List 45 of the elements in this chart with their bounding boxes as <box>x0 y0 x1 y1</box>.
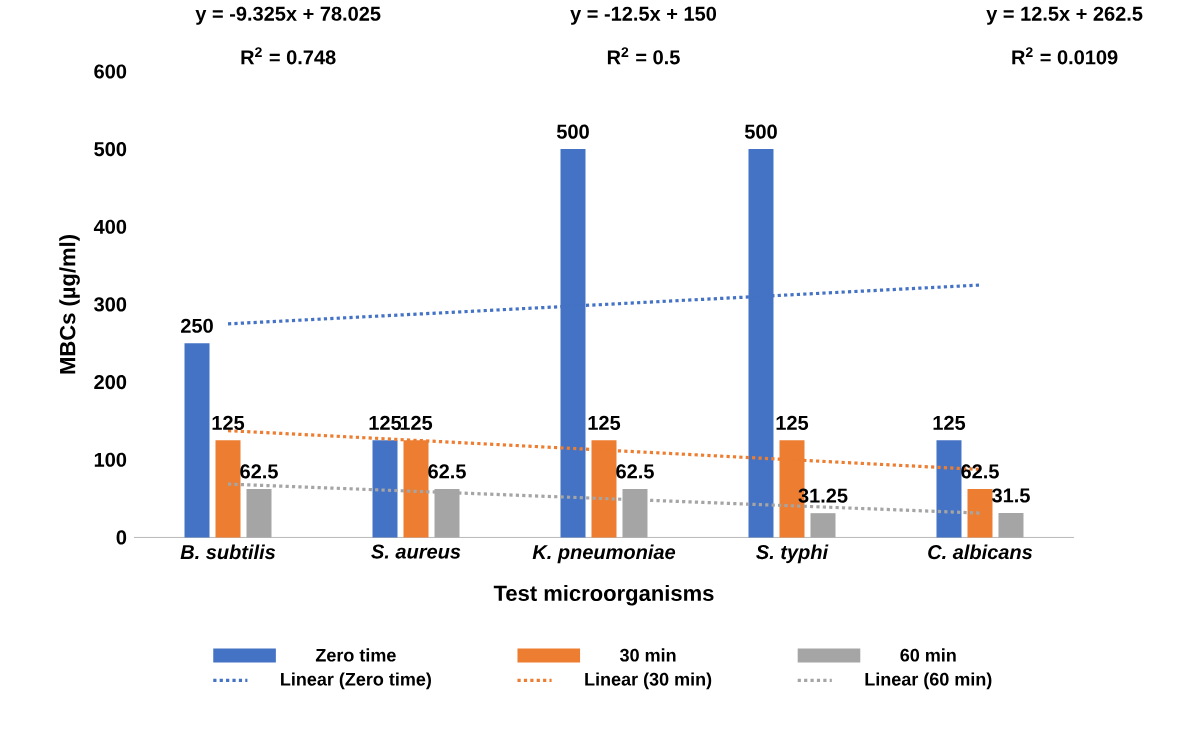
y-tick-label: 100 <box>94 452 127 467</box>
y-tick-label: 0 <box>116 530 127 545</box>
x-axis-title: Test microorganisms <box>493 584 714 606</box>
text: R$^{2}$ = 0.5 <box>607 46 680 65</box>
y-tick-label: 300 <box>94 297 127 312</box>
x-tick-label: S. aureus <box>371 544 461 559</box>
text: R$^{2}$ = 0.0109 <box>1012 46 1118 65</box>
data-label: 125 <box>776 415 809 430</box>
legend-label: Linear (60 min) <box>865 672 992 689</box>
bar <box>936 440 962 538</box>
x-tick-label: S. typhi <box>756 544 829 563</box>
y-tick-label: 200 <box>94 374 127 389</box>
text: R$^{2}$ = 0.748 <box>241 46 336 65</box>
bar <box>967 488 993 538</box>
data-label: 125 <box>588 415 621 430</box>
data-label: 125 <box>933 415 966 430</box>
x-tick-label: C. albicans <box>928 544 1033 559</box>
bar <box>215 440 241 538</box>
legend-label: Zero time <box>315 648 396 662</box>
data-label: 125 <box>400 415 433 430</box>
bar <box>184 343 210 538</box>
data-label: 62.5 <box>240 464 278 479</box>
y-tick-label: 400 <box>93 219 127 234</box>
data-label: 500 <box>744 124 777 139</box>
data-label: 125 <box>369 415 402 430</box>
data-label: 125 <box>212 415 245 430</box>
x-tick-label: K. pneumoniae <box>532 544 676 563</box>
bar <box>372 440 398 538</box>
legend-label: 30 min <box>619 648 676 662</box>
legend-label: Linear (30 min) <box>585 672 712 689</box>
text: y = -12.5x + 150 <box>570 6 717 25</box>
x-tick-label: B. subtilis <box>180 544 276 559</box>
text: y = -9.325x + 78.025 <box>195 6 381 25</box>
data-label: 62.5 <box>428 464 466 479</box>
y-tick-label: 600 <box>94 64 127 79</box>
text: y = 12.5x + 262.5 <box>986 6 1143 25</box>
data-label: 31.5 <box>991 488 1030 503</box>
legend-label: Linear (Zero time) <box>281 672 431 689</box>
data-label: 250 <box>181 318 213 333</box>
data-label: 62.5 <box>961 464 999 479</box>
y-tick-label: 500 <box>94 141 127 156</box>
y-axis-title: MBCs (µg/ml) <box>59 234 80 374</box>
data-label: 500 <box>556 124 589 139</box>
legend-label: 60 min <box>900 648 956 662</box>
data-label: 62.5 <box>616 464 654 479</box>
